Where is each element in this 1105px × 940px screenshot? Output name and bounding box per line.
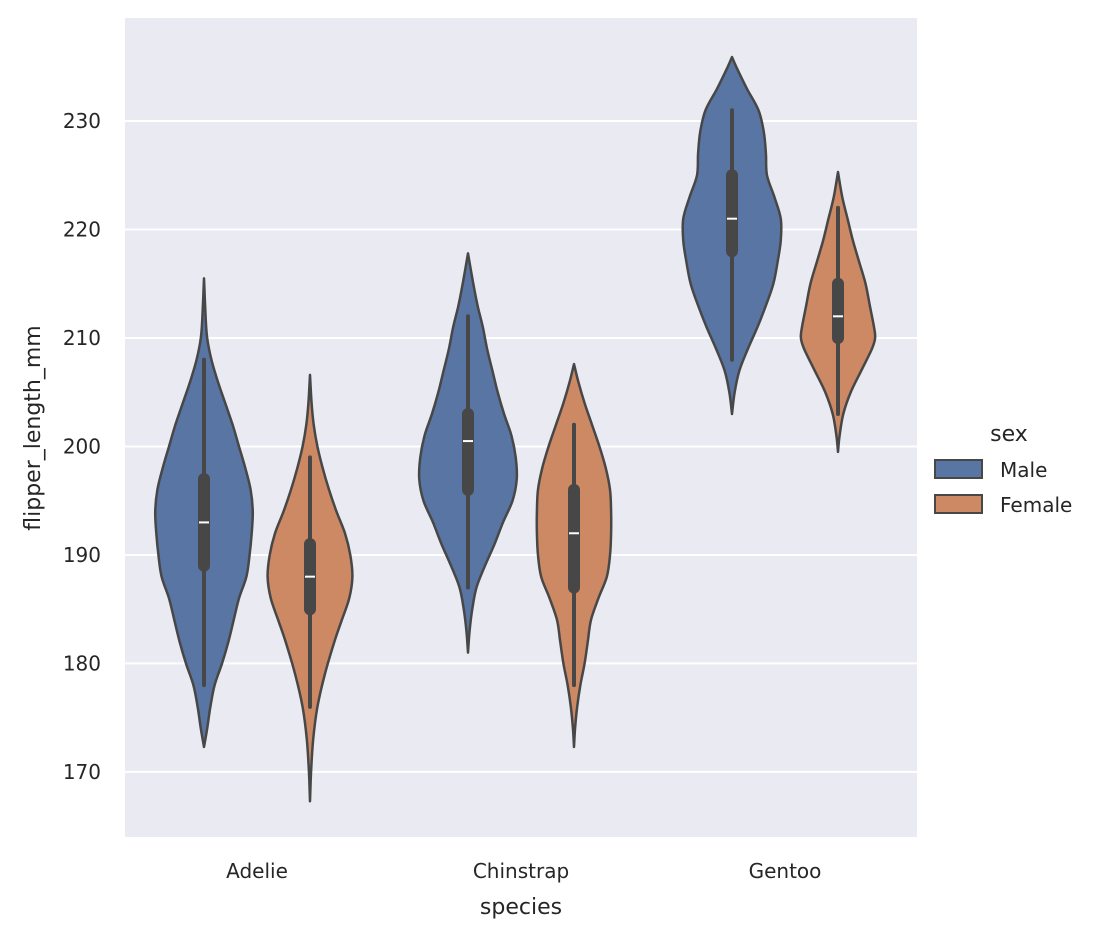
y-tick-label: 230 xyxy=(63,109,101,133)
legend-entry-male: Male xyxy=(934,458,1047,482)
x-tick-label: Gentoo xyxy=(749,859,822,883)
plot-background xyxy=(125,18,917,837)
legend-entry-female: Female xyxy=(934,493,1072,517)
legend-label: Female xyxy=(1000,493,1072,517)
gridlines xyxy=(125,120,917,773)
y-tick-label: 180 xyxy=(63,651,101,675)
x-tick-label: Chinstrap xyxy=(473,859,569,883)
violin-adelie-female xyxy=(266,373,354,803)
x-axis-label: species xyxy=(480,895,562,920)
legend-label: Male xyxy=(1000,458,1047,482)
legend: sex Male Female xyxy=(934,422,1072,517)
violins xyxy=(153,55,877,803)
y-tick-label: 210 xyxy=(63,326,101,350)
y-tick-label: 170 xyxy=(63,760,101,784)
violin-gentoo-female xyxy=(799,170,877,454)
violin-chinstrap-female xyxy=(535,362,613,749)
x-tick-labels: Adelie Chinstrap Gentoo xyxy=(226,859,821,883)
legend-swatch xyxy=(934,459,983,479)
violin-adelie-male xyxy=(153,277,255,749)
violin-chinstrap-male xyxy=(417,252,519,654)
legend-swatch xyxy=(934,494,983,514)
y-axis-label: flipper_length_mm xyxy=(21,325,46,530)
y-tick-labels: 170 180 190 200 210 220 230 xyxy=(63,109,101,784)
legend-title: sex xyxy=(990,422,1028,447)
x-tick-label: Adelie xyxy=(226,859,288,883)
y-tick-label: 220 xyxy=(63,218,101,242)
violin-gentoo-male xyxy=(681,55,783,416)
y-tick-label: 200 xyxy=(63,434,101,458)
y-tick-label: 190 xyxy=(63,543,101,567)
